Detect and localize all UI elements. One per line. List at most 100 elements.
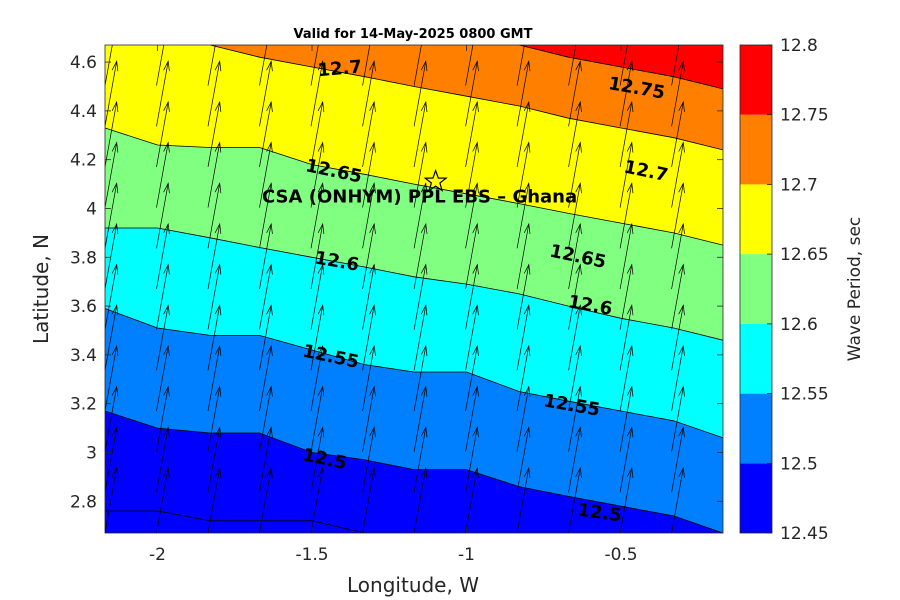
- y-tick-label: 3.6: [70, 297, 97, 317]
- vector-arrow: [310, 263, 325, 330]
- vector-arrow: [619, 426, 634, 493]
- vector-arrow: [413, 45, 422, 86]
- vector-arrow: [619, 100, 634, 167]
- vector-arrow: [619, 263, 634, 330]
- vector-arrow: [619, 466, 634, 533]
- x-axis-ticks: -2 -1.5 -1 -0.5: [149, 45, 638, 565]
- vector-arrow: [105, 182, 119, 249]
- vector-arrow: [362, 344, 376, 412]
- vector-arrow: [722, 124, 723, 127]
- vector-arrow: [413, 304, 428, 371]
- vector-arrow: [310, 60, 325, 127]
- y-tick-label: 3.4: [70, 346, 97, 366]
- vector-arrow: [362, 60, 376, 127]
- vector-arrow: [465, 60, 479, 127]
- vector-arrow: [208, 0, 221, 45]
- vector-arrow: [259, 100, 273, 167]
- vector-arrow: [259, 141, 273, 208]
- colorbar-label: Wave Period, sec: [845, 217, 865, 362]
- vector-arrow: [259, 222, 273, 290]
- vector-arrow: [259, 45, 268, 86]
- vector-arrow: [465, 344, 479, 412]
- vector-arrow: [671, 182, 685, 249]
- vector-arrow: [671, 263, 685, 330]
- vector-arrow: [568, 426, 582, 493]
- vector-arrow: [671, 45, 680, 86]
- vector-arrow: [362, 426, 376, 493]
- colorbar-segment: [740, 393, 772, 464]
- vector-arrow: [310, 385, 325, 452]
- vector-arrow: [259, 182, 273, 249]
- vector-arrow: [413, 222, 428, 290]
- vector-arrow: [722, 84, 723, 86]
- vector-arrow: [465, 45, 474, 86]
- contour-line-12.75: [519, 45, 723, 90]
- vector-arrow: [207, 385, 222, 452]
- vector-arrow: [156, 60, 170, 127]
- x-tick-label: -1: [458, 545, 475, 565]
- vector-arrow: [465, 385, 479, 452]
- vector-arrow: [722, 490, 723, 493]
- vector-arrow: [722, 450, 723, 452]
- vector-arrow: [207, 466, 222, 533]
- vector-arrow: [207, 45, 216, 86]
- contour-line-12.5: [105, 510, 365, 533]
- vector-arrow: [310, 182, 325, 249]
- vector-arrow: [105, 0, 118, 45]
- contour-line-12.65: [105, 127, 723, 246]
- vector-arrow: [516, 45, 525, 86]
- vector-arrow: [516, 141, 531, 208]
- vector-arrow: [620, 0, 633, 45]
- y-tick-label: 4: [86, 199, 97, 219]
- vector-arrow: [568, 141, 582, 208]
- vector-arrow: [465, 100, 479, 167]
- vector-arrow: [156, 385, 170, 452]
- vector-arrow: [259, 466, 273, 533]
- vector-arrow: [156, 426, 170, 493]
- vector-arrow: [105, 385, 119, 452]
- vector-arrow: [671, 100, 685, 167]
- vector-arrow: [207, 263, 222, 330]
- site-layer: CSA (ONHYM) PPL EBS – Ghana: [262, 168, 577, 208]
- vector-arrow: [207, 222, 222, 290]
- y-tick-label: 4.4: [70, 102, 97, 122]
- vector-arrow: [362, 100, 376, 167]
- vector-arrow: [156, 222, 170, 290]
- band-12.45-corner: [105, 511, 365, 533]
- vector-arrow: [310, 45, 319, 86]
- vector-arrow: [362, 304, 376, 371]
- vector-arrow: [156, 304, 170, 371]
- band-12.7-12.75: [105, 45, 723, 150]
- vector-arrow: [619, 222, 634, 290]
- vector-arrow: [568, 385, 582, 452]
- colorbar-tick-label: 12.7: [780, 175, 818, 195]
- colorbar-segment: [740, 114, 772, 185]
- vector-arrow: [619, 60, 634, 127]
- vector-arrow: [516, 385, 531, 452]
- colorbar-frame: [739, 44, 773, 534]
- vector-arrow: [671, 466, 685, 533]
- x-tick-label: -1.5: [295, 545, 328, 565]
- vector-arrow: [207, 344, 222, 412]
- vector-arrow: [362, 466, 376, 533]
- vector-arrow: [105, 263, 119, 330]
- vector-arrow: [259, 385, 273, 452]
- vector-arrow: [568, 45, 577, 86]
- vector-arrow: [259, 304, 273, 371]
- vector-arrow: [465, 426, 479, 493]
- vector-arrow: [516, 466, 531, 533]
- y-tick-label: 3.2: [70, 395, 97, 415]
- vector-arrow: [105, 60, 119, 127]
- colorbar-tick-label: 12.75: [780, 106, 829, 126]
- vector-arrow: [413, 344, 428, 412]
- colorbar-segment: [740, 463, 772, 533]
- y-tick-label: 4.2: [70, 151, 97, 171]
- vector-arrow: [362, 141, 376, 208]
- vector-arrow: [207, 182, 222, 249]
- y-tick-label: 3.8: [70, 248, 97, 268]
- vector-arrow: [310, 100, 325, 167]
- vector-arrow: [568, 222, 582, 290]
- y-tick-label: 4.6: [70, 53, 97, 73]
- vector-arrow: [156, 141, 170, 208]
- vector-arrow: [722, 287, 723, 289]
